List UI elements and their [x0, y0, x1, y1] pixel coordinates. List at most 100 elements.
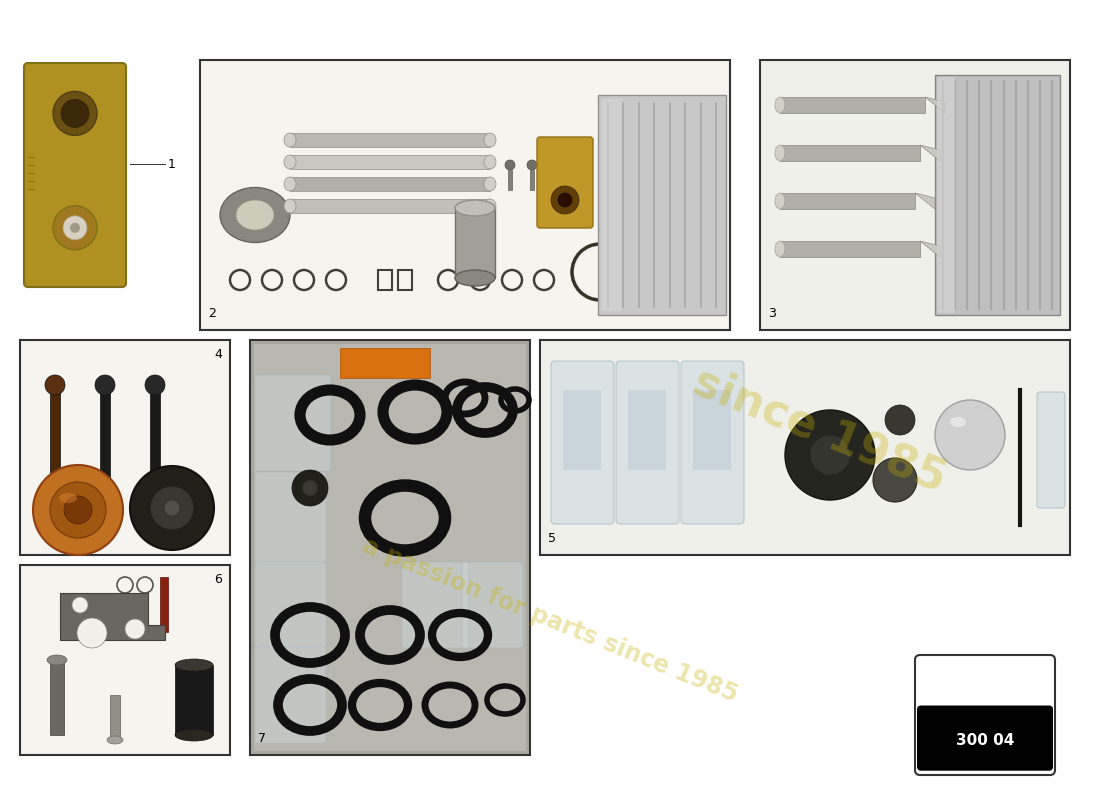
- Ellipse shape: [284, 199, 296, 213]
- FancyBboxPatch shape: [1037, 392, 1065, 508]
- Bar: [602, 99, 621, 311]
- Bar: [628, 390, 666, 470]
- FancyBboxPatch shape: [255, 375, 331, 471]
- Bar: [20, 340, 230, 555]
- Circle shape: [164, 500, 180, 516]
- FancyBboxPatch shape: [402, 562, 468, 648]
- Ellipse shape: [284, 177, 296, 191]
- Polygon shape: [920, 241, 940, 257]
- Bar: [922, 662, 1048, 711]
- Ellipse shape: [455, 270, 495, 286]
- FancyBboxPatch shape: [255, 472, 326, 563]
- Bar: [254, 344, 526, 751]
- Bar: [455, 208, 495, 278]
- Ellipse shape: [107, 736, 123, 744]
- Circle shape: [53, 206, 97, 250]
- Bar: [530, 170, 533, 190]
- FancyBboxPatch shape: [681, 361, 744, 524]
- Circle shape: [130, 466, 214, 550]
- Ellipse shape: [776, 193, 785, 209]
- Ellipse shape: [484, 199, 496, 213]
- Bar: [20, 565, 230, 755]
- Bar: [50, 660, 64, 735]
- Ellipse shape: [236, 200, 274, 230]
- Ellipse shape: [776, 145, 785, 161]
- Bar: [398, 270, 412, 290]
- Bar: [290, 199, 490, 213]
- Bar: [780, 145, 920, 161]
- Circle shape: [70, 222, 80, 233]
- Bar: [100, 385, 110, 485]
- Circle shape: [785, 410, 874, 500]
- Circle shape: [33, 465, 123, 555]
- FancyBboxPatch shape: [917, 706, 1053, 770]
- Bar: [290, 177, 490, 191]
- Text: 6: 6: [214, 573, 222, 586]
- Text: 300 04: 300 04: [956, 733, 1014, 748]
- Circle shape: [63, 216, 87, 240]
- Bar: [508, 170, 512, 190]
- Bar: [540, 340, 1070, 555]
- Circle shape: [150, 486, 194, 530]
- Text: since 1985: since 1985: [688, 360, 953, 500]
- Ellipse shape: [284, 133, 296, 147]
- FancyBboxPatch shape: [551, 361, 614, 524]
- Circle shape: [125, 619, 145, 639]
- Polygon shape: [60, 593, 165, 640]
- Bar: [937, 77, 955, 313]
- Bar: [290, 133, 490, 147]
- Ellipse shape: [484, 155, 496, 169]
- Ellipse shape: [47, 655, 67, 665]
- Ellipse shape: [776, 241, 785, 257]
- Circle shape: [77, 618, 107, 648]
- Circle shape: [292, 470, 328, 506]
- FancyBboxPatch shape: [616, 361, 679, 524]
- Bar: [290, 155, 490, 169]
- Circle shape: [558, 193, 572, 207]
- Bar: [760, 60, 1070, 330]
- Circle shape: [810, 435, 850, 475]
- Circle shape: [527, 160, 537, 170]
- Bar: [50, 385, 60, 480]
- Text: 2: 2: [208, 307, 216, 320]
- FancyBboxPatch shape: [255, 647, 326, 743]
- Bar: [250, 340, 530, 755]
- Ellipse shape: [950, 417, 966, 427]
- Bar: [693, 390, 732, 470]
- FancyBboxPatch shape: [537, 137, 593, 228]
- Text: 3: 3: [768, 307, 776, 320]
- Polygon shape: [915, 193, 935, 209]
- Circle shape: [72, 597, 88, 613]
- Bar: [780, 97, 925, 113]
- Bar: [563, 390, 601, 470]
- Bar: [175, 665, 213, 735]
- FancyBboxPatch shape: [915, 655, 1055, 775]
- Ellipse shape: [175, 729, 213, 741]
- Circle shape: [505, 160, 515, 170]
- Circle shape: [551, 186, 579, 214]
- FancyBboxPatch shape: [24, 63, 126, 287]
- Bar: [378, 270, 392, 290]
- Circle shape: [64, 496, 92, 524]
- Ellipse shape: [220, 187, 290, 242]
- Bar: [160, 577, 168, 632]
- Circle shape: [50, 482, 106, 538]
- Text: a passion for parts since 1985: a passion for parts since 1985: [359, 534, 741, 706]
- Bar: [780, 193, 915, 209]
- Text: 4: 4: [214, 348, 222, 361]
- Bar: [780, 241, 920, 257]
- FancyBboxPatch shape: [462, 562, 522, 648]
- Text: 7: 7: [258, 732, 266, 745]
- Text: 5: 5: [548, 532, 556, 545]
- Ellipse shape: [59, 493, 77, 503]
- Circle shape: [873, 458, 917, 502]
- Bar: [598, 95, 726, 315]
- Ellipse shape: [175, 659, 213, 671]
- Circle shape: [302, 480, 318, 496]
- Ellipse shape: [284, 155, 296, 169]
- Circle shape: [886, 405, 915, 435]
- Polygon shape: [920, 145, 940, 161]
- Ellipse shape: [484, 177, 496, 191]
- Circle shape: [60, 99, 89, 127]
- Circle shape: [95, 375, 116, 395]
